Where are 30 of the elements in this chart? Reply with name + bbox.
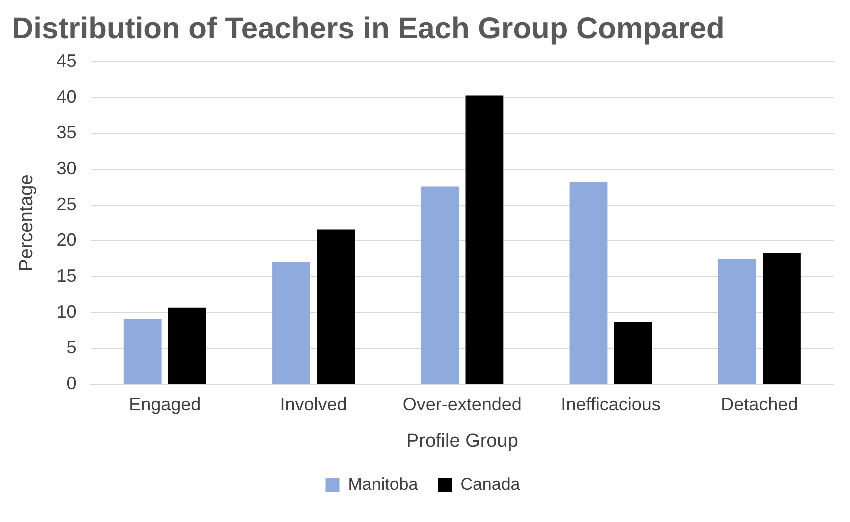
bar bbox=[763, 253, 801, 384]
y-tick-label: 0 bbox=[66, 374, 77, 394]
chart-title: Distribution of Teachers in Each Group Compared bbox=[12, 12, 725, 46]
y-tick-label: 10 bbox=[56, 302, 77, 322]
bar bbox=[272, 262, 310, 384]
bar bbox=[718, 259, 756, 384]
x-tick-label: Inefficacious bbox=[561, 394, 661, 414]
y-tick-label: 40 bbox=[56, 86, 77, 107]
legend-label: Manitoba bbox=[348, 475, 419, 494]
x-tick-label: Involved bbox=[280, 394, 348, 414]
y-tick-label: 25 bbox=[56, 194, 77, 214]
legend-label: Canada bbox=[460, 475, 521, 494]
bar bbox=[614, 322, 652, 384]
bar bbox=[570, 182, 608, 384]
bar bbox=[466, 96, 504, 384]
x-tick-label: Detached bbox=[721, 394, 798, 414]
y-tick-label: 5 bbox=[66, 338, 77, 358]
y-tick-label: 35 bbox=[56, 122, 77, 143]
bar bbox=[124, 319, 162, 384]
y-tick-label: 45 bbox=[56, 50, 77, 71]
y-axis-title: Percentage bbox=[16, 174, 38, 272]
x-tick-label: Over-extended bbox=[402, 394, 522, 414]
y-tick-label: 15 bbox=[56, 266, 77, 286]
y-tick-label: 20 bbox=[56, 230, 77, 250]
bar bbox=[317, 230, 356, 384]
bar bbox=[168, 308, 206, 384]
bar bbox=[421, 186, 460, 384]
y-tick-label: 30 bbox=[56, 158, 77, 178]
x-tick-label: Engaged bbox=[129, 394, 202, 414]
x-axis-title: Profile Group bbox=[406, 430, 518, 452]
